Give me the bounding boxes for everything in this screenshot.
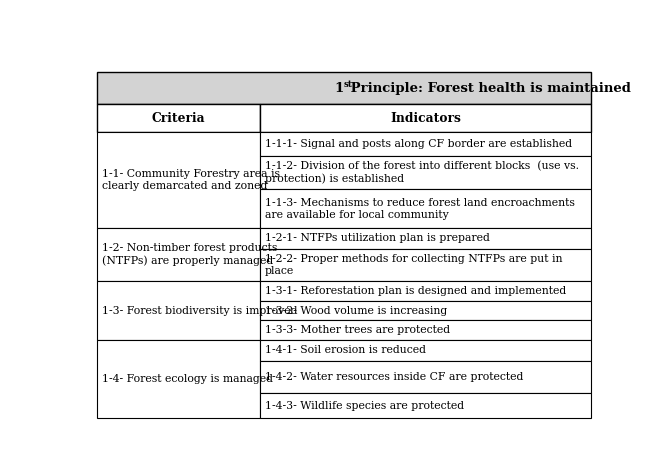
Bar (260, 104, 591, 132)
Bar (260, 301, 591, 320)
Bar (260, 189, 591, 228)
Text: Criteria: Criteria (152, 111, 205, 125)
Text: 1-3-3- Mother trees are protected: 1-3-3- Mother trees are protected (265, 325, 450, 335)
Bar (260, 340, 591, 361)
Bar (260, 320, 591, 340)
Text: 1-4- Forest ecology is managed: 1-4- Forest ecology is managed (102, 374, 273, 384)
Bar (260, 361, 591, 393)
Text: 1-4-3- Wildlife species are protected: 1-4-3- Wildlife species are protected (265, 401, 464, 411)
Text: Indicators: Indicators (390, 111, 461, 125)
Bar (260, 132, 591, 157)
Text: 1-1-3- Mechanisms to reduce forest land encroachments
are available for local co: 1-1-3- Mechanisms to reduce forest land … (265, 198, 575, 219)
Text: 1-1-2- Division of the forest into different blocks  (use vs.
protection) is est: 1-1-2- Division of the forest into diffe… (265, 161, 579, 184)
Bar (260, 393, 591, 418)
Text: Principle: Forest health is maintained: Principle: Forest health is maintained (346, 81, 631, 95)
Text: st: st (344, 79, 353, 89)
Bar (260, 281, 591, 301)
Text: 1-4-2- Water resources inside CF are protected: 1-4-2- Water resources inside CF are pro… (265, 372, 523, 382)
Bar (97, 72, 591, 104)
Bar (97, 340, 260, 418)
Text: 1: 1 (335, 81, 344, 95)
Bar (97, 228, 260, 281)
Text: 1-2-1- NTFPs utilization plan is prepared: 1-2-1- NTFPs utilization plan is prepare… (265, 233, 490, 243)
Bar (97, 281, 260, 340)
Bar (260, 249, 591, 281)
Bar (97, 132, 260, 228)
Text: 1-1-1- Signal and posts along CF border are established: 1-1-1- Signal and posts along CF border … (265, 139, 572, 149)
Text: 1-2-2- Proper methods for collecting NTFPs are put in
place: 1-2-2- Proper methods for collecting NTF… (265, 254, 562, 276)
Text: 1-4-1- Soil erosion is reduced: 1-4-1- Soil erosion is reduced (265, 346, 426, 356)
Bar (260, 157, 591, 189)
Text: 1-1- Community Forestry area is
clearly demarcated and zoned: 1-1- Community Forestry area is clearly … (102, 169, 280, 191)
Bar (97, 104, 260, 132)
Text: 1-3- Forest biodiversity is improved: 1-3- Forest biodiversity is improved (102, 306, 297, 316)
Bar (260, 228, 591, 249)
Text: 1-3-1- Reforestation plan is designed and implemented: 1-3-1- Reforestation plan is designed an… (265, 286, 566, 296)
Text: 1-3-2- Wood volume is increasing: 1-3-2- Wood volume is increasing (265, 306, 448, 316)
Text: 1-2- Non-timber forest products
(NTFPs) are properly managed: 1-2- Non-timber forest products (NTFPs) … (102, 243, 277, 266)
